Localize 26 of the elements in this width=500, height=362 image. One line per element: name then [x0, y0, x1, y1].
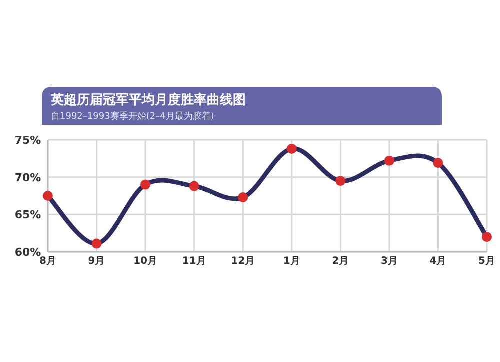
chart-subtitle: 自1992–1993赛季开始(2–4月最为胶着) — [51, 111, 214, 122]
x-tick-label: 1月 — [283, 256, 300, 267]
x-tick-label: 5月 — [478, 256, 496, 267]
point — [482, 232, 492, 242]
x-tick-label: 10月 — [134, 256, 158, 267]
x-tick-label: 11月 — [182, 256, 206, 267]
x-tick-label: 3月 — [380, 256, 398, 267]
x-tick-label: 8月 — [40, 256, 56, 267]
y-tick-label: 60% — [14, 246, 42, 259]
point — [189, 181, 200, 192]
y-tick-label: 70% — [14, 171, 42, 184]
point — [238, 192, 248, 202]
point — [336, 176, 346, 186]
point — [433, 158, 444, 168]
y-tick-label: 75% — [14, 134, 42, 147]
point — [384, 156, 394, 166]
point — [92, 238, 102, 249]
x-tick-label: 2月 — [332, 256, 350, 267]
x-tick-label: 12月 — [231, 256, 256, 267]
point — [43, 191, 53, 201]
x-tick-label: 4月 — [430, 256, 447, 267]
point — [140, 180, 151, 190]
chart-title: 英超历届冠军平均月度胜率曲线图 — [50, 92, 246, 108]
point — [286, 144, 297, 154]
x-tick-label: 9月 — [88, 256, 106, 267]
y-tick-label: 65% — [14, 208, 42, 222]
